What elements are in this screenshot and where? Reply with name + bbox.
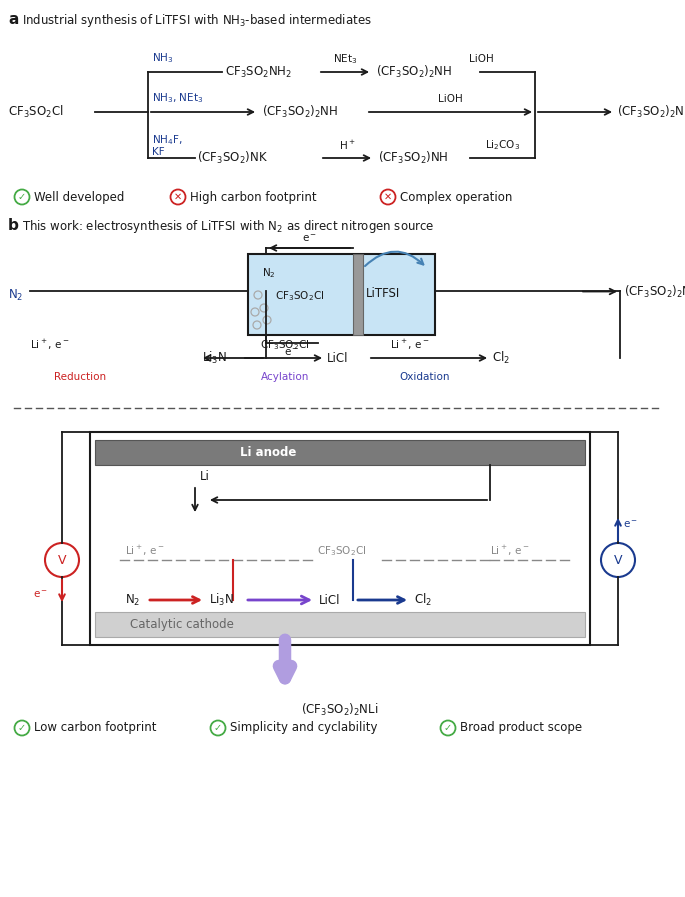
Text: Li$^+$, e$^-$: Li$^+$, e$^-$	[125, 544, 165, 558]
Text: V: V	[614, 553, 622, 567]
Text: V: V	[58, 553, 66, 567]
Text: LiTFSI: LiTFSI	[366, 287, 400, 300]
Text: Li$^+$, e$^-$: Li$^+$, e$^-$	[490, 544, 530, 558]
Bar	[95, 612, 585, 637]
Text: Li$_3$N: Li$_3$N	[209, 592, 234, 608]
Text: CF$_3$SO$_2$NH$_2$: CF$_3$SO$_2$NH$_2$	[225, 65, 292, 80]
Text: e$^-$: e$^-$	[33, 589, 48, 600]
Bar	[90, 432, 590, 645]
Text: LiCl: LiCl	[327, 352, 349, 364]
Text: H$^+$: H$^+$	[338, 138, 356, 152]
Text: KF: KF	[152, 147, 164, 157]
Text: This work: electrosynthesis of LiTFSI with N$_2$ as direct nitrogen source: This work: electrosynthesis of LiTFSI wi…	[22, 218, 434, 235]
Text: Oxidation: Oxidation	[400, 372, 450, 382]
Text: Li$_2$CO$_3$: Li$_2$CO$_3$	[485, 138, 520, 152]
Text: (CF$_3$SO$_2$)$_2$NLi: (CF$_3$SO$_2$)$_2$NLi	[624, 283, 685, 300]
Text: CF$_3$SO$_2$Cl: CF$_3$SO$_2$Cl	[8, 104, 64, 120]
Text: e$^-$: e$^-$	[284, 347, 299, 359]
Text: Li$_3$N: Li$_3$N	[202, 350, 227, 366]
Text: CF$_3$SO$_2$Cl: CF$_3$SO$_2$Cl	[275, 290, 324, 303]
Text: a: a	[8, 12, 18, 27]
Text: NEt$_3$: NEt$_3$	[333, 52, 358, 65]
Text: Complex operation: Complex operation	[400, 190, 512, 204]
Text: (CF$_3$SO$_2$)$_2$NLi: (CF$_3$SO$_2$)$_2$NLi	[617, 104, 685, 120]
Text: e$^-$: e$^-$	[302, 232, 317, 243]
Text: Li$^+$, e$^-$: Li$^+$, e$^-$	[390, 338, 429, 352]
Text: NH$_3$, NEt$_3$: NH$_3$, NEt$_3$	[152, 91, 203, 105]
Text: ✓: ✓	[18, 192, 26, 202]
Text: ✓: ✓	[214, 723, 222, 733]
Text: (CF$_3$SO$_2$)NH: (CF$_3$SO$_2$)NH	[378, 150, 448, 166]
Text: Industrial synthesis of LiTFSI with NH$_3$-based intermediates: Industrial synthesis of LiTFSI with NH$_…	[22, 12, 372, 29]
Text: b: b	[8, 218, 19, 233]
Text: CF$_3$SO$_2$Cl: CF$_3$SO$_2$Cl	[260, 338, 310, 352]
Text: ✕: ✕	[384, 192, 392, 202]
Text: ✕: ✕	[174, 192, 182, 202]
Bar	[95, 440, 585, 465]
Text: Li: Li	[200, 470, 210, 483]
Text: Li$^+$, e$^-$: Li$^+$, e$^-$	[30, 338, 70, 352]
Text: LiOH: LiOH	[438, 94, 463, 104]
Text: (CF$_3$SO$_2$)$_2$NLi: (CF$_3$SO$_2$)$_2$NLi	[301, 702, 379, 718]
Bar	[248, 254, 435, 335]
Text: ✓: ✓	[18, 723, 26, 733]
Text: Catalytic cathode: Catalytic cathode	[130, 618, 234, 631]
Text: High carbon footprint: High carbon footprint	[190, 190, 316, 204]
Bar	[353, 254, 363, 335]
Text: Low carbon footprint: Low carbon footprint	[34, 721, 156, 735]
Text: NH$_4$F,: NH$_4$F,	[152, 133, 183, 147]
Text: NH$_3$: NH$_3$	[152, 51, 173, 65]
Text: (CF$_3$SO$_2$)NK: (CF$_3$SO$_2$)NK	[197, 150, 268, 166]
Text: N$_2$: N$_2$	[125, 592, 140, 607]
Text: e$^-$: e$^-$	[623, 519, 638, 530]
Text: Cl$_2$: Cl$_2$	[492, 350, 510, 366]
Text: (CF$_3$SO$_2$)$_2$NH: (CF$_3$SO$_2$)$_2$NH	[262, 104, 338, 120]
Text: N$_2$: N$_2$	[262, 266, 275, 280]
Text: (CF$_3$SO$_2$)$_2$NH: (CF$_3$SO$_2$)$_2$NH	[376, 64, 452, 80]
Text: Well developed: Well developed	[34, 190, 125, 204]
Text: N$_2$: N$_2$	[8, 288, 23, 303]
Text: Reduction: Reduction	[54, 372, 106, 382]
Text: Acylation: Acylation	[261, 372, 309, 382]
Text: Cl$_2$: Cl$_2$	[414, 592, 432, 608]
Text: Broad product scope: Broad product scope	[460, 721, 582, 735]
Text: LiCl: LiCl	[319, 594, 340, 606]
Text: CF$_3$SO$_2$Cl: CF$_3$SO$_2$Cl	[317, 544, 366, 558]
Text: ✓: ✓	[444, 723, 452, 733]
Text: LiOH: LiOH	[469, 54, 493, 64]
Text: Simplicity and cyclability: Simplicity and cyclability	[230, 721, 377, 735]
Text: Li anode: Li anode	[240, 446, 297, 459]
